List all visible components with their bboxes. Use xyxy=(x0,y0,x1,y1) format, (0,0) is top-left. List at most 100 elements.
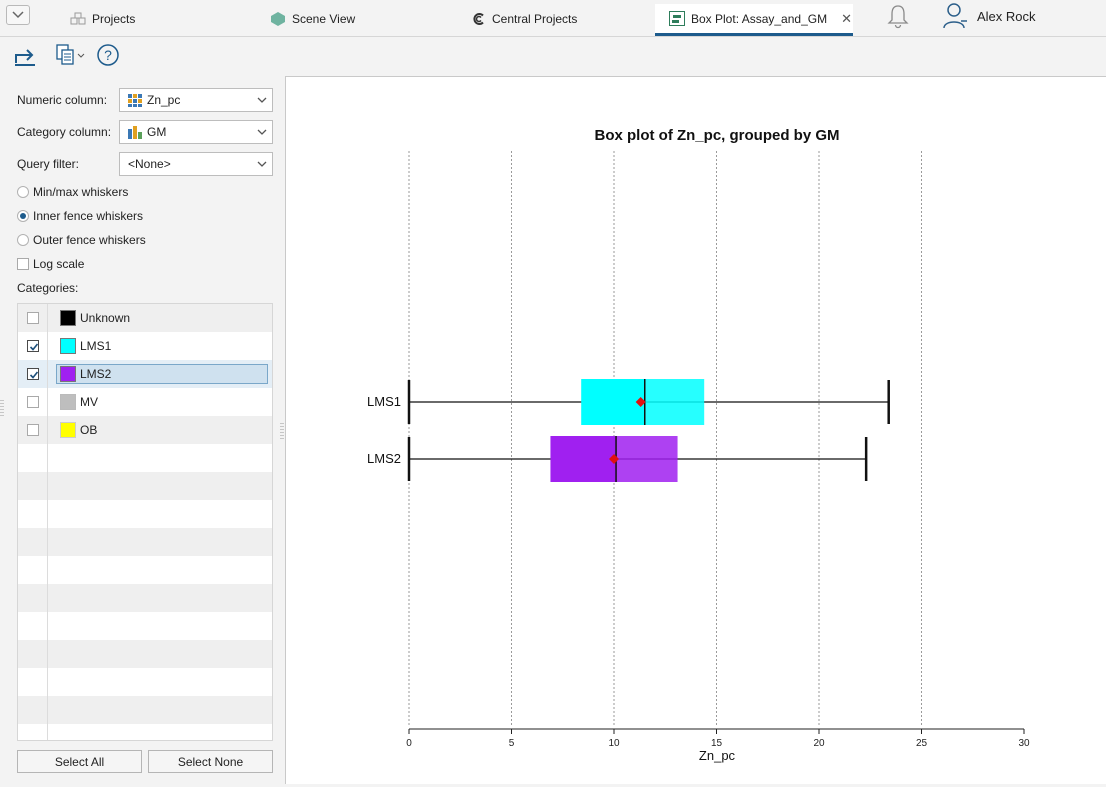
category-color-swatch[interactable] xyxy=(60,394,76,410)
x-tick-label: 25 xyxy=(916,738,928,749)
category-checkbox[interactable] xyxy=(27,368,39,380)
tab-box-plot[interactable]: Box Plot: Assay_and_GM ✕ xyxy=(655,4,853,36)
left-splitter-grip-icon[interactable] xyxy=(0,398,4,421)
categories-label: Categories: xyxy=(17,281,79,295)
tab-scene-view[interactable]: Scene View xyxy=(270,4,355,34)
category-name: LMS1 xyxy=(80,339,112,353)
log-scale-option[interactable]: Log scale xyxy=(17,256,84,272)
x-axis: 0 5 10 15 20 25 30 xyxy=(406,728,1030,749)
category-checkbox[interactable] xyxy=(27,424,39,436)
category-name: MV xyxy=(80,395,98,409)
inner-fence-whiskers-radio[interactable] xyxy=(17,210,29,222)
query-filter-select[interactable]: <None> xyxy=(119,152,273,176)
chart-title: Box plot of Zn_pc, grouped by GM xyxy=(595,127,840,144)
copy-button[interactable] xyxy=(55,43,87,70)
category-column-select[interactable]: GM xyxy=(119,120,273,144)
log-scale-checkbox[interactable] xyxy=(17,258,29,270)
outer-fence-whiskers-label: Outer fence whiskers xyxy=(33,233,146,247)
minmax-whiskers-radio[interactable] xyxy=(17,186,29,198)
selection-highlight xyxy=(56,364,268,384)
box-lms1: LMS1 xyxy=(367,379,890,425)
category-row-lms1[interactable]: LMS1 xyxy=(18,332,272,360)
category-color-swatch[interactable] xyxy=(60,366,76,382)
central-projects-icon xyxy=(472,12,486,26)
minmax-whiskers-label: Min/max whiskers xyxy=(33,185,129,199)
empty-row xyxy=(18,668,272,696)
select-none-button[interactable]: Select None xyxy=(148,750,273,773)
inner-fence-whiskers-option[interactable]: Inner fence whiskers xyxy=(17,208,143,224)
svg-text:?: ? xyxy=(104,47,112,63)
help-icon: ? xyxy=(97,44,119,66)
chevron-down-icon xyxy=(12,11,24,19)
box-plot-icon xyxy=(669,11,685,26)
user-avatar-icon xyxy=(943,3,967,29)
box-plot-chart: Box plot of Zn_pc, grouped by GM 0 5 10 15 2… xyxy=(367,127,1030,763)
x-tick-label: 15 xyxy=(711,738,723,749)
category-label: LMS1 xyxy=(367,394,401,409)
box-series: LMS1 LMS2 xyxy=(367,379,890,482)
category-column-label: Category column: xyxy=(17,125,112,139)
tab-label: Scene View xyxy=(292,12,356,26)
tab-label: Box Plot: Assay_and_GM xyxy=(691,11,828,26)
empty-row xyxy=(18,444,272,472)
mean-marker xyxy=(635,397,646,407)
category-row-mv[interactable]: MV xyxy=(18,388,272,416)
category-name: OB xyxy=(80,423,98,437)
category-color-swatch[interactable] xyxy=(60,310,76,326)
empty-row xyxy=(18,528,272,556)
empty-row xyxy=(18,612,272,640)
category-checkbox[interactable] xyxy=(27,340,39,352)
copy-icon xyxy=(56,44,85,65)
notifications-bell-icon[interactable] xyxy=(887,3,909,32)
inner-fence-whiskers-label: Inner fence whiskers xyxy=(33,209,144,223)
tab-projects[interactable]: Projects xyxy=(70,4,135,34)
category-name: Unknown xyxy=(80,311,131,325)
category-checkbox[interactable] xyxy=(27,312,39,324)
empty-row xyxy=(18,500,272,528)
close-icon[interactable]: ✕ xyxy=(841,10,852,26)
chevron-down-icon xyxy=(257,129,267,135)
export-button[interactable] xyxy=(13,43,37,70)
chevron-down-icon xyxy=(257,97,267,103)
numeric-column-label: Numeric column: xyxy=(17,93,108,107)
box-upper-half xyxy=(644,379,705,425)
category-color-swatch[interactable] xyxy=(60,338,76,354)
chevron-down-icon xyxy=(257,161,267,167)
help-button[interactable]: ? xyxy=(96,43,120,70)
numeric-column-select[interactable]: Zn_pc xyxy=(119,88,273,112)
category-column-value: GM xyxy=(147,125,167,139)
check-icon xyxy=(29,343,39,351)
minmax-whiskers-option[interactable]: Min/max whiskers xyxy=(17,184,128,200)
tab-central-projects[interactable]: Central Projects xyxy=(472,4,577,34)
query-filter-value: <None> xyxy=(128,157,171,171)
empty-row xyxy=(18,640,272,668)
category-color-swatch[interactable] xyxy=(60,422,76,438)
outer-fence-whiskers-option[interactable]: Outer fence whiskers xyxy=(17,232,146,248)
x-tick-label: 20 xyxy=(813,738,825,749)
splitter-grip-icon[interactable] xyxy=(280,421,284,444)
category-checkbox[interactable] xyxy=(27,396,39,408)
box-lms2: LMS2 xyxy=(367,436,868,482)
category-row-lms2[interactable]: LMS2 xyxy=(18,360,272,388)
box-upper-half xyxy=(616,436,678,482)
select-none-label: Select None xyxy=(177,754,244,769)
outer-fence-whiskers-radio[interactable] xyxy=(17,234,29,246)
numeric-column-value: Zn_pc xyxy=(147,93,181,107)
check-icon xyxy=(29,371,39,379)
query-filter-row: Query filter: xyxy=(17,152,119,176)
empty-row xyxy=(18,584,272,612)
category-row-unknown[interactable]: Unknown xyxy=(18,304,272,332)
select-all-label: Select All xyxy=(54,754,105,769)
empty-row xyxy=(18,724,272,740)
projects-icon xyxy=(70,12,86,26)
main-menu-button[interactable] xyxy=(6,5,30,25)
user-menu[interactable]: Alex Rock xyxy=(943,2,1036,30)
box-lower-half xyxy=(550,436,617,482)
categories-list[interactable]: Unknown LMS1 LMS2 MV OB xyxy=(17,303,273,741)
toolbar: ? xyxy=(0,38,285,74)
x-axis-label: Zn_pc xyxy=(699,748,736,763)
category-row-ob[interactable]: OB xyxy=(18,416,272,444)
chart-pane: Box plot of Zn_pc, grouped by GM 0 5 10 15 2… xyxy=(285,76,1106,784)
tab-label: Projects xyxy=(92,12,136,26)
select-all-button[interactable]: Select All xyxy=(17,750,142,773)
